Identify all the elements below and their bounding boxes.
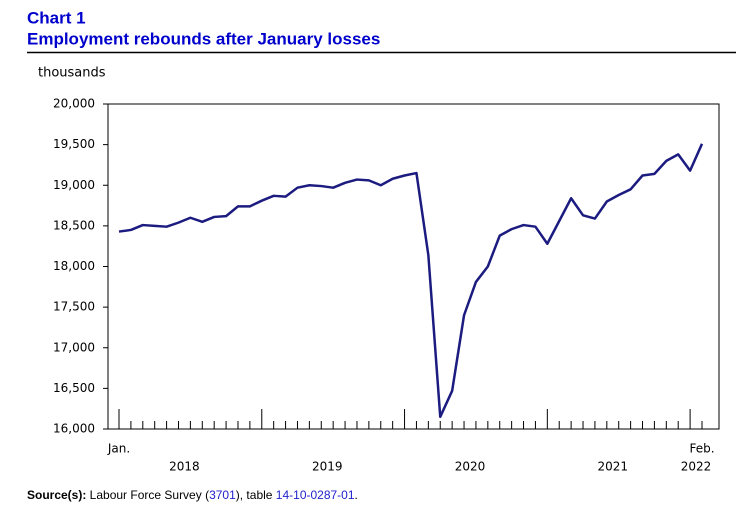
x-tick-label: Jan. — [107, 442, 130, 456]
source: Source(s): Labour Force Survey (3701), t… — [27, 488, 358, 502]
y-axis-label: thousands — [38, 66, 106, 81]
x-year-label: 2022 — [681, 460, 712, 474]
source-text: ), table — [235, 488, 276, 502]
y-tick-label: 19,500 — [53, 137, 95, 151]
y-tick-label: 16,000 — [53, 422, 95, 436]
series-line — [118, 143, 704, 419]
y-tick-label: 20,000 — [53, 97, 95, 111]
source-label: Source(s): — [27, 488, 87, 502]
x-tick-label: Feb. — [689, 442, 714, 456]
table-link[interactable]: 14-10-0287-01 — [275, 488, 355, 502]
y-tick-label: 17,000 — [53, 340, 95, 354]
source-text: . — [354, 488, 358, 502]
y-tick-label: 19,000 — [53, 178, 95, 192]
x-year-label: 2021 — [597, 460, 628, 474]
plot-frame — [107, 103, 720, 430]
x-year-label: 2019 — [312, 460, 343, 474]
x-year-label: 2018 — [169, 460, 200, 474]
y-tick-label: 18,000 — [53, 259, 95, 273]
y-tick-label: 18,500 — [53, 218, 95, 232]
source-text: Labour Force Survey ( — [86, 488, 210, 502]
chart-subtitle: Employment rebounds after January losses — [27, 29, 380, 48]
x-year-label: 2020 — [455, 460, 486, 474]
y-tick-label: 17,500 — [53, 300, 95, 314]
y-tick-label: 16,500 — [53, 381, 95, 395]
chart-title: Chart 1 — [27, 8, 86, 27]
survey-link[interactable]: 3701 — [209, 488, 236, 502]
